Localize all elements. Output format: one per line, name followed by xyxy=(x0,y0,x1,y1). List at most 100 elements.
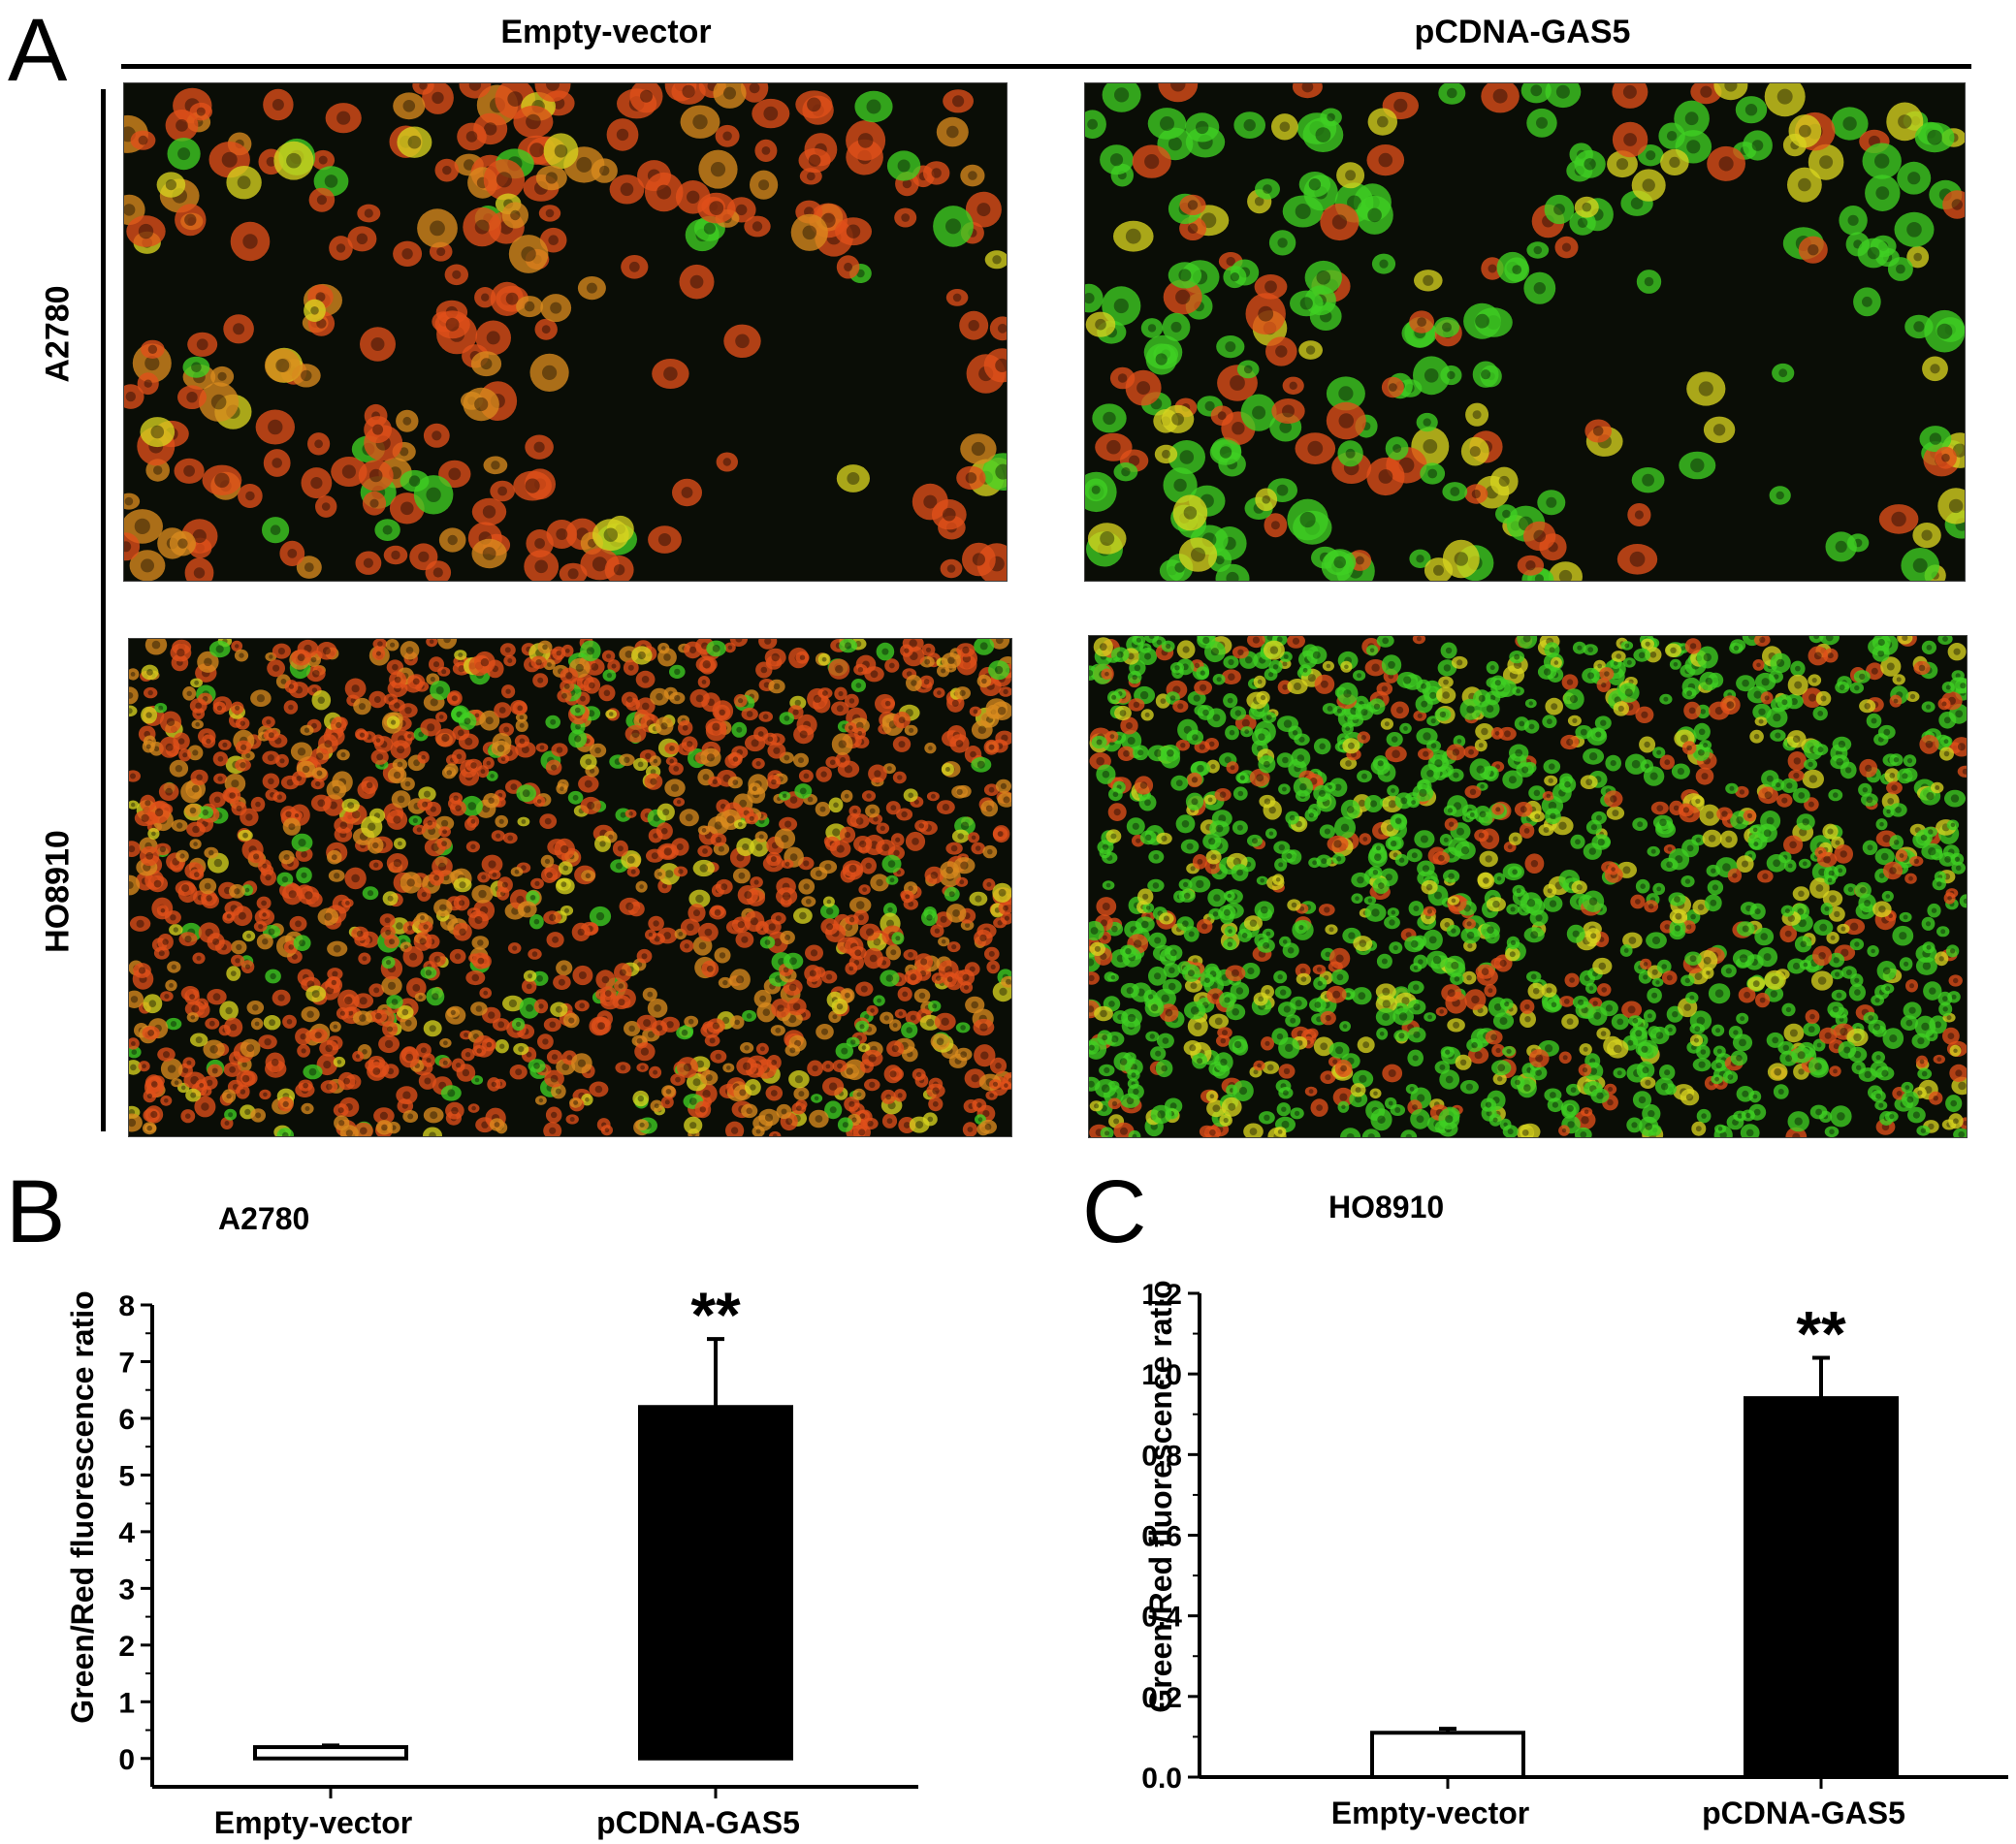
cell xyxy=(680,105,720,139)
cell xyxy=(864,666,884,683)
cell xyxy=(733,693,748,708)
cell xyxy=(783,978,803,996)
cell xyxy=(291,364,321,388)
cell xyxy=(519,997,540,1019)
cell xyxy=(413,932,432,951)
cell xyxy=(676,1026,693,1040)
cell xyxy=(224,1017,243,1037)
cell xyxy=(1154,444,1178,464)
cell xyxy=(361,815,383,839)
cell xyxy=(167,138,201,171)
cell xyxy=(543,1017,561,1033)
cell xyxy=(1549,561,1583,581)
cell xyxy=(745,1079,761,1096)
cell xyxy=(165,110,199,142)
cell xyxy=(1158,83,1199,103)
cell xyxy=(1887,257,1913,281)
cell xyxy=(157,1047,176,1062)
cell xyxy=(434,310,470,339)
cell xyxy=(358,460,394,492)
cell xyxy=(849,813,870,829)
cell xyxy=(974,639,995,655)
cell xyxy=(275,753,289,768)
cell xyxy=(1320,203,1360,241)
cell xyxy=(525,434,554,460)
cell xyxy=(234,649,249,662)
cell xyxy=(526,890,540,906)
cell xyxy=(329,236,353,261)
column-header-rule xyxy=(121,64,1971,69)
cell xyxy=(304,299,326,322)
cell xyxy=(1364,903,1387,922)
cell xyxy=(1442,482,1468,501)
cell xyxy=(1612,83,1648,109)
cell xyxy=(282,883,304,906)
cell xyxy=(820,918,839,936)
cell xyxy=(1635,706,1654,723)
cell xyxy=(499,643,516,657)
cell xyxy=(470,351,502,377)
cell xyxy=(715,124,740,147)
cell xyxy=(319,1039,339,1057)
cell xyxy=(1520,1010,1536,1028)
cell xyxy=(534,318,558,340)
cell xyxy=(969,706,982,717)
cell xyxy=(236,1069,256,1088)
panel-a-letter: A xyxy=(8,1,68,100)
cell xyxy=(240,1038,261,1058)
cell xyxy=(242,930,256,942)
cell xyxy=(144,1105,164,1124)
cell xyxy=(825,756,840,769)
cell xyxy=(580,796,601,814)
cell xyxy=(577,276,606,301)
cell xyxy=(858,884,871,895)
cell xyxy=(416,912,429,923)
cell xyxy=(501,202,528,229)
cell xyxy=(664,779,686,797)
cell xyxy=(1736,1012,1749,1025)
cell xyxy=(632,1090,650,1107)
cell xyxy=(654,868,666,880)
cell xyxy=(175,204,207,237)
cell xyxy=(943,89,974,113)
cell xyxy=(846,1036,860,1048)
cell xyxy=(1313,1036,1334,1057)
cell xyxy=(393,240,423,267)
cell xyxy=(265,1052,285,1073)
cell xyxy=(962,542,996,577)
cell xyxy=(1862,143,1902,179)
cell xyxy=(454,650,467,660)
cell xyxy=(1632,1091,1652,1109)
cell xyxy=(528,1059,546,1073)
cell xyxy=(1302,117,1344,152)
cell xyxy=(590,743,607,758)
cell xyxy=(629,83,663,113)
cell xyxy=(606,118,639,151)
cell xyxy=(258,909,271,920)
cell xyxy=(515,713,528,722)
cell xyxy=(770,1025,785,1036)
cell xyxy=(1413,356,1451,396)
cell xyxy=(831,701,849,716)
cell xyxy=(998,901,1011,915)
cell xyxy=(1465,402,1489,427)
cell xyxy=(435,712,448,722)
cell xyxy=(679,264,715,300)
cell xyxy=(570,704,586,716)
cell xyxy=(865,804,880,818)
cell xyxy=(892,771,907,784)
cell xyxy=(250,1108,266,1123)
cell xyxy=(835,217,872,246)
cell xyxy=(816,1024,834,1040)
cell xyxy=(1713,83,1748,101)
cell xyxy=(301,467,333,499)
cell xyxy=(523,970,537,982)
cell xyxy=(656,822,673,841)
cell xyxy=(945,842,963,855)
cell xyxy=(894,207,917,228)
cell xyxy=(924,742,937,754)
cell xyxy=(502,995,524,1012)
cell xyxy=(560,667,579,684)
cell xyxy=(300,724,314,736)
bar-empty-vector xyxy=(253,1745,408,1761)
